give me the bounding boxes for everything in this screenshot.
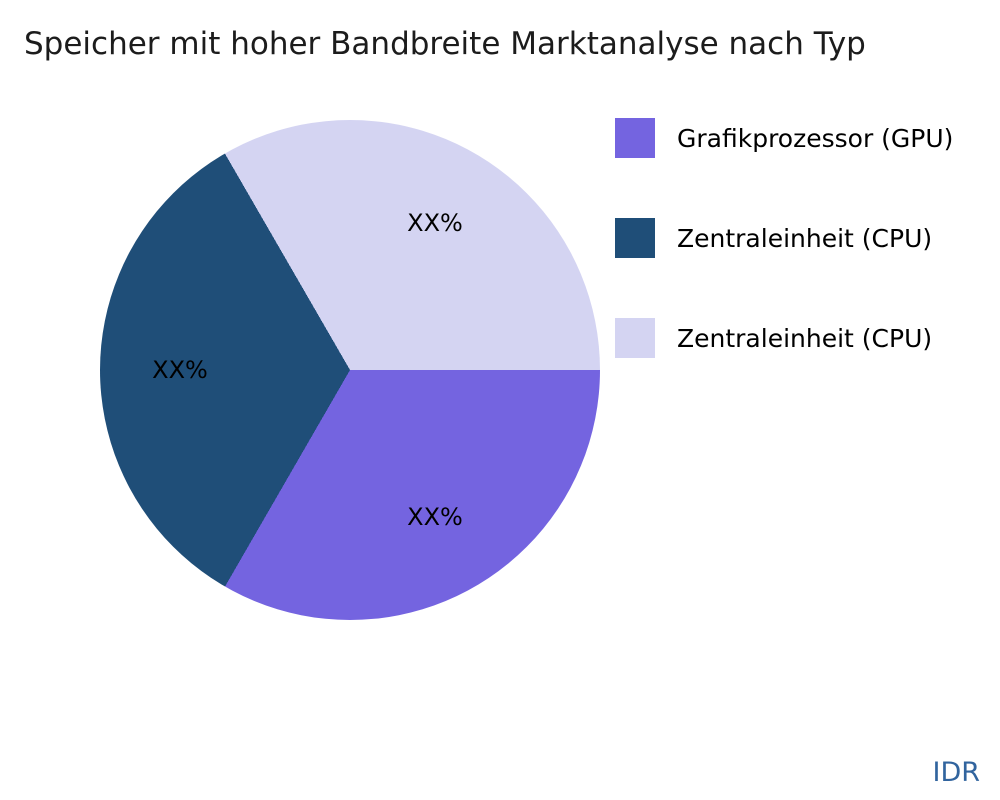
legend-swatch <box>615 318 655 358</box>
slice-label: XX% <box>152 356 208 385</box>
legend-label: Grafikprozessor (GPU) <box>677 123 954 153</box>
legend-label: Zentraleinheit (CPU) <box>677 323 933 353</box>
legend-item: Zentraleinheit (CPU) <box>615 318 1000 358</box>
slice-label: XX% <box>407 208 463 237</box>
legend-swatch <box>615 118 655 158</box>
legend-swatch <box>615 218 655 258</box>
pie-chart-wrap: XX% XX% XX% <box>100 120 600 620</box>
watermark: IDR <box>932 757 980 788</box>
legend-item: Zentraleinheit (CPU) <box>615 218 1000 258</box>
legend-item: Grafikprozessor (GPU) <box>615 118 1000 158</box>
slice-label: XX% <box>407 503 463 532</box>
chart-title: Speicher mit hoher Bandbreite Marktanaly… <box>24 26 866 62</box>
pie-chart <box>100 120 600 620</box>
legend: Grafikprozessor (GPU) Zentraleinheit (CPU… <box>615 118 1000 418</box>
legend-label: Zentraleinheit (CPU) <box>677 223 933 253</box>
